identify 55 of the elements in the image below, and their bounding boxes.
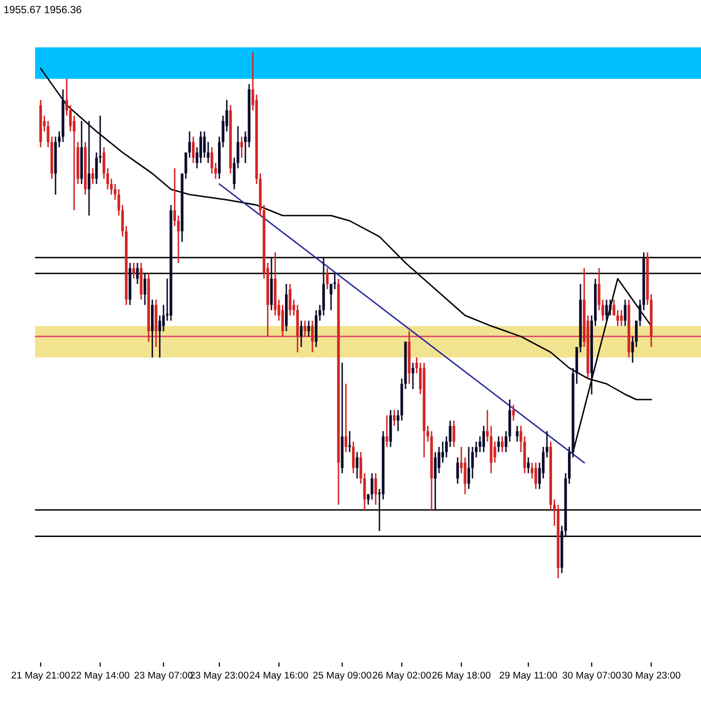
candlestick (620, 309, 623, 327)
candlestick (192, 136, 195, 164)
candlestick (516, 425, 519, 442)
x-tick-label: 24 May 16:00 (250, 672, 308, 681)
candlestick (500, 436, 504, 453)
x-tick-label: 29 May 11:00 (500, 672, 558, 681)
candlestick (88, 120, 90, 216)
candlestick (482, 425, 486, 453)
candlestick (542, 446, 545, 480)
candlestick (434, 451, 437, 511)
candlestick (412, 362, 414, 390)
candlestick (304, 320, 306, 338)
candlestick (91, 168, 94, 185)
candlestick (494, 440, 496, 464)
candlestick (448, 420, 452, 448)
candlestick (356, 451, 358, 480)
candlestick (370, 472, 374, 500)
candlestick (520, 425, 522, 453)
candlestick (624, 298, 626, 327)
candlestick (214, 162, 217, 180)
candlestick (72, 114, 76, 211)
x-tick-label: 26 May 02:00 (372, 672, 431, 681)
candlestick (136, 262, 139, 285)
candlestick (486, 409, 489, 442)
candlestick (527, 456, 530, 474)
x-tick-label: 26 May 18:00 (432, 672, 490, 681)
candlestick (497, 436, 500, 453)
candlestick (132, 262, 136, 280)
candlestick (366, 494, 370, 506)
x-tick-label: 30 May 23:00 (622, 672, 680, 681)
candlestick (344, 383, 348, 453)
candlestick (158, 314, 162, 358)
candlestick (199, 130, 202, 164)
candlestick (467, 446, 470, 490)
candlestick (452, 420, 456, 448)
candlestick (530, 462, 534, 480)
x-tick-label: 21 May 21:00 (12, 672, 70, 681)
candlestick (288, 283, 292, 316)
candlestick (374, 472, 378, 506)
text: 1955.67 1956.36 (4, 6, 82, 14)
candlestick (210, 146, 214, 174)
candlestick (605, 298, 608, 322)
candlestick (456, 456, 459, 484)
candlestick (326, 267, 329, 290)
candlestick (281, 304, 284, 338)
candlestick (512, 404, 515, 422)
x-tick-label: 22 May 14:00 (71, 672, 130, 681)
x-tick-label: 30 May 07:00 (562, 672, 621, 681)
candlestick (144, 272, 146, 306)
candlestick (300, 320, 303, 348)
candlestick (188, 130, 191, 158)
candlestick (311, 320, 314, 353)
x-tick-label: 25 May 09:00 (313, 672, 372, 681)
candlestick (352, 440, 355, 474)
candlestick (534, 462, 538, 490)
